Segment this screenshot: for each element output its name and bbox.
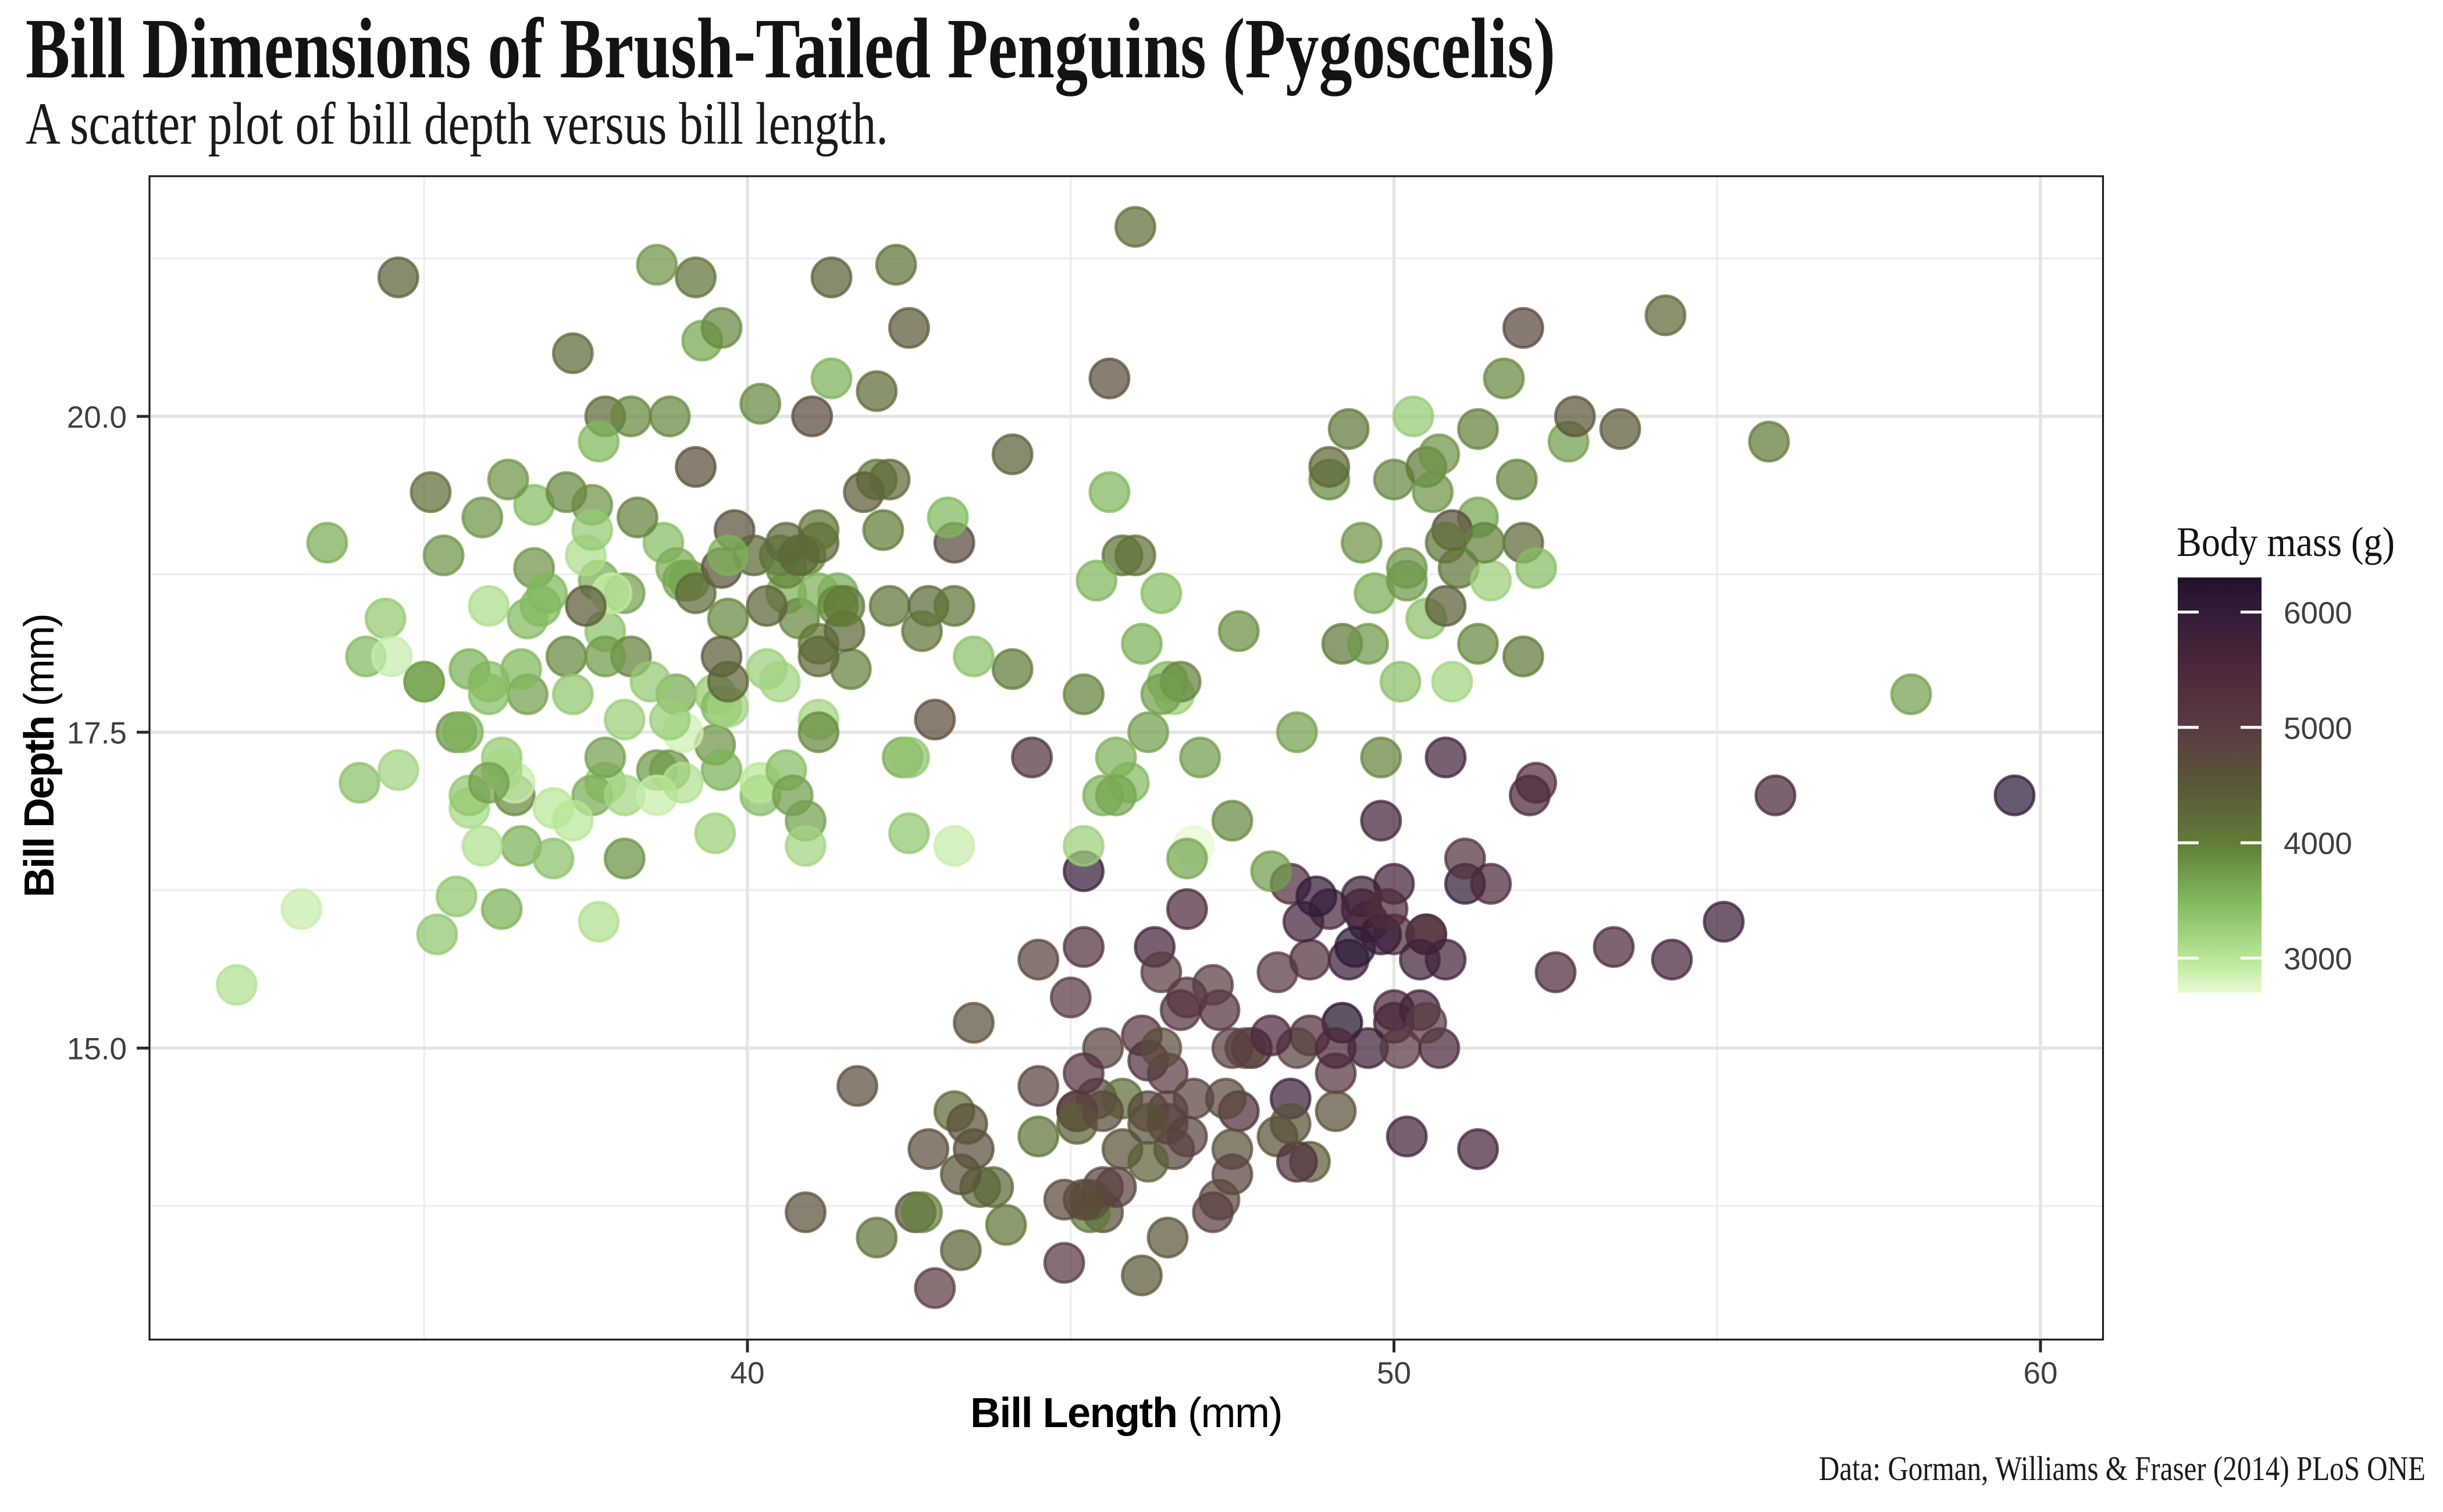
svg-text:17.5: 17.5	[67, 716, 127, 751]
svg-text:Bill Depth (mm): Bill Depth (mm)	[16, 615, 63, 897]
svg-text:Body mass (g): Body mass (g)	[2177, 519, 2395, 565]
svg-text:50: 50	[1377, 1356, 1411, 1390]
svg-text:6000: 6000	[2284, 596, 2352, 630]
svg-text:A scatter plot of bill depth v: A scatter plot of bill depth versus bill…	[26, 91, 888, 157]
svg-text:4000: 4000	[2284, 827, 2352, 861]
svg-text:3000: 3000	[2284, 942, 2352, 976]
svg-text:15.0: 15.0	[67, 1032, 127, 1067]
svg-text:60: 60	[2024, 1356, 2058, 1390]
svg-text:40: 40	[731, 1356, 765, 1390]
svg-text:Bill Dimensions of Brush-Taile: Bill Dimensions of Brush-Tailed Penguins…	[26, 1, 1555, 97]
svg-text:Bill Length (mm): Bill Length (mm)	[970, 1390, 1282, 1436]
svg-text:5000: 5000	[2284, 711, 2352, 746]
svg-text:Data: Gorman, Williams & Frase: Data: Gorman, Williams & Fraser (2014) P…	[1819, 1449, 2426, 1488]
svg-text:20.0: 20.0	[67, 401, 127, 435]
